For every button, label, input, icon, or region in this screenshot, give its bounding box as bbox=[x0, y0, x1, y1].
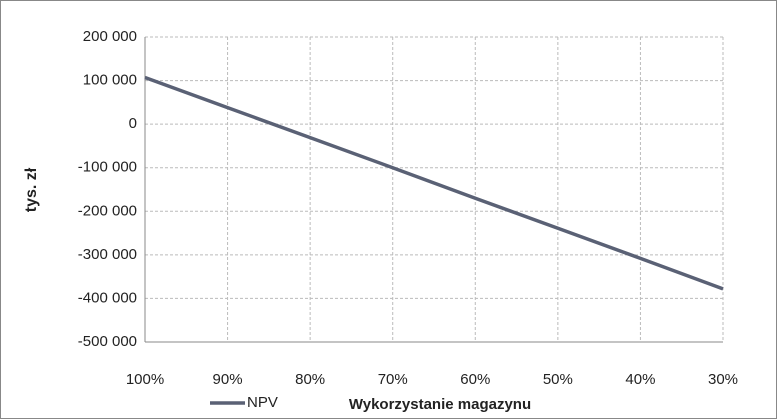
x-tick-label: 50% bbox=[543, 371, 573, 388]
y-tick-label: 0 bbox=[129, 115, 137, 132]
x-tick-label: 70% bbox=[378, 371, 408, 388]
y-tick-label: -400 000 bbox=[78, 289, 137, 306]
x-axis-title: Wykorzystanie magazynu bbox=[349, 396, 531, 413]
y-tick-label: -100 000 bbox=[78, 159, 137, 176]
y-tick-label: 200 000 bbox=[83, 28, 137, 45]
y-tick-label: -200 000 bbox=[78, 202, 137, 219]
y-tick-label: -500 000 bbox=[78, 333, 137, 350]
x-tick-label: 80% bbox=[295, 371, 325, 388]
legend-label: NPV bbox=[247, 394, 278, 411]
x-tick-label: 60% bbox=[460, 371, 490, 388]
y-tick-label: 100 000 bbox=[83, 72, 137, 89]
x-tick-label: 40% bbox=[625, 371, 655, 388]
line-series bbox=[144, 75, 724, 291]
y-axis-title: tys. zł bbox=[23, 167, 40, 212]
y-tick-label: -300 000 bbox=[78, 246, 137, 263]
x-tick-label: 90% bbox=[213, 371, 243, 388]
x-tick-label: 30% bbox=[708, 371, 738, 388]
x-tick-label: 100% bbox=[126, 371, 164, 388]
